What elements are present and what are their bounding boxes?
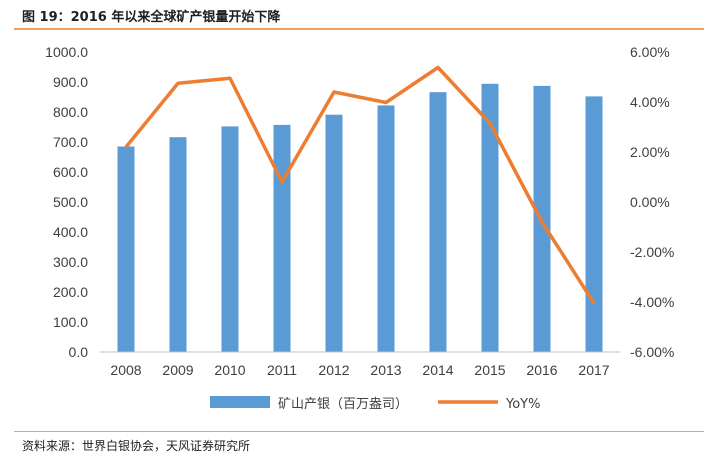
right-tick-label: -6.00% <box>630 344 674 360</box>
legend-bar-swatch <box>210 396 270 408</box>
left-tick-label: 400.0 <box>53 224 88 240</box>
right-tick-label: -4.00% <box>630 294 674 310</box>
right-tick-label: 6.00% <box>630 44 670 60</box>
source-rule <box>14 431 704 432</box>
yoy-line <box>124 65 596 305</box>
left-tick-label: 600.0 <box>53 164 88 180</box>
bar-2011 <box>273 124 291 353</box>
left-tick-label: 1000.0 <box>45 44 88 60</box>
right-tick-label: -2.00% <box>630 244 674 260</box>
x-tick-label: 2017 <box>578 362 609 378</box>
left-axis-ticks: 1000.0 900.0 800.0 700.0 600.0 500.0 400.0 300.… <box>45 44 88 360</box>
x-tick-label: 2011 <box>267 362 297 378</box>
bar-2008 <box>117 146 135 352</box>
legend: 矿山产银（百万盎司） YoY% <box>210 396 540 412</box>
x-tick-label: 2016 <box>526 362 557 378</box>
left-tick-label: 500.0 <box>53 194 88 210</box>
x-tick-label: 2014 <box>422 362 453 378</box>
x-tick-label: 2008 <box>110 362 141 378</box>
bar-2009 <box>169 137 187 352</box>
x-tick-label: 2009 <box>162 362 193 378</box>
title-rule <box>14 28 704 30</box>
x-axis-ticks: 2008 2009 2010 2011 2012 2013 2014 2015 2016 2017 <box>110 362 609 378</box>
left-tick-label: 900.0 <box>53 74 88 90</box>
left-tick-label: 800.0 <box>53 104 88 120</box>
right-tick-label: 2.00% <box>630 144 670 160</box>
left-tick-label: 200.0 <box>53 284 88 300</box>
bar-2015 <box>481 83 499 353</box>
right-axis-ticks: 6.00% 4.00% 2.00% 0.00% -2.00% -4.00% -6.00% <box>630 44 674 360</box>
legend-bar-label: 矿山产银（百万盎司） <box>278 397 408 412</box>
bar-series <box>117 83 603 353</box>
x-tick-label: 2015 <box>474 362 505 378</box>
bar-2012 <box>325 114 343 352</box>
left-tick-label: 100.0 <box>53 314 88 330</box>
x-tick-label: 2010 <box>214 362 245 378</box>
x-tick-label: 2012 <box>318 362 349 378</box>
bar-2017 <box>585 96 603 353</box>
source-note: 资料来源：世界白银协会，天风证券研究所 <box>22 439 251 453</box>
figure-title: 图 19：2016 年以来全球矿产银量开始下降 <box>22 10 281 25</box>
left-tick-label: 700.0 <box>53 134 88 150</box>
bar-2014 <box>429 92 447 352</box>
left-tick-label: 300.0 <box>53 254 88 270</box>
x-tick-label: 2013 <box>370 362 401 378</box>
left-tick-label: 0.0 <box>69 344 89 360</box>
bar-2010 <box>221 126 239 353</box>
right-tick-label: 0.00% <box>630 194 670 210</box>
right-tick-label: 4.00% <box>630 94 670 110</box>
legend-line-label: YoY% <box>505 397 540 412</box>
bar-2013 <box>377 105 395 353</box>
